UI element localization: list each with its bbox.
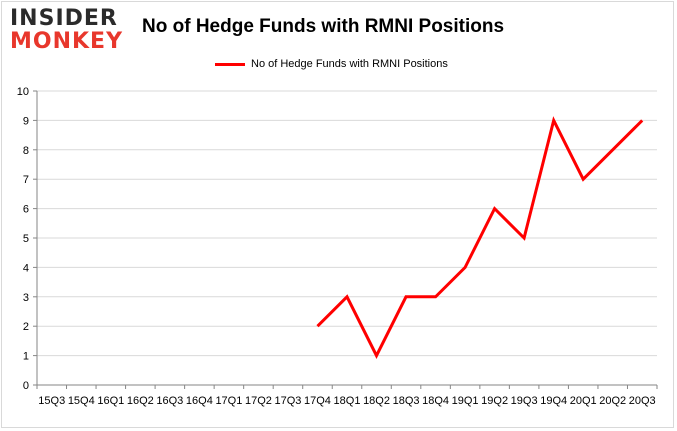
y-tick-label-1: 1 (23, 351, 29, 363)
x-tick-label-18Q4: 18Q4 (422, 395, 449, 407)
x-tick-label-17Q2: 17Q2 (245, 395, 272, 407)
chart-legend: No of Hedge Funds with RMNI Positions (215, 57, 448, 71)
x-tick-label-20Q1: 20Q1 (570, 395, 597, 407)
y-tick-label-7: 7 (23, 174, 29, 186)
x-tick-label-17Q4: 17Q4 (304, 395, 331, 407)
y-tick-label-5: 5 (23, 233, 29, 245)
x-tick-label-15Q4: 15Q4 (68, 395, 95, 407)
x-tick-label-17Q3: 17Q3 (274, 395, 301, 407)
x-tick-label-20Q3: 20Q3 (629, 395, 656, 407)
x-tick-label-15Q3: 15Q3 (38, 395, 65, 407)
legend-swatch (215, 62, 245, 66)
x-tick-label-17Q1: 17Q1 (215, 395, 242, 407)
series-line-0 (316, 116, 644, 359)
x-tick-label-18Q1: 18Q1 (334, 395, 361, 407)
x-tick-label-18Q2: 18Q2 (363, 395, 390, 407)
x-tick-label-16Q2: 16Q2 (127, 395, 154, 407)
legend-label: No of Hedge Funds with RMNI Positions (251, 58, 448, 70)
x-tick-label-16Q4: 16Q4 (186, 395, 213, 407)
logo-line-2: MONKEY (10, 29, 124, 54)
y-tick-label-4: 4 (23, 262, 29, 274)
x-tick-label-16Q3: 16Q3 (156, 395, 183, 407)
y-tick-label-3: 3 (23, 292, 29, 304)
x-tick-label-19Q1: 19Q1 (452, 395, 479, 407)
x-tick-label-19Q4: 19Q4 (540, 395, 567, 407)
chart-title: No of Hedge Funds with RMNI Positions (142, 16, 505, 37)
y-tick-label-0: 0 (23, 380, 29, 392)
insider-monkey-logo: INSIDER MONKEY (10, 8, 128, 54)
y-tick-label-6: 6 (23, 204, 29, 216)
x-tick-label-19Q2: 19Q2 (481, 395, 508, 407)
y-tick-label-2: 2 (23, 321, 29, 333)
y-tick-label-10: 10 (17, 86, 29, 98)
x-tick-label-16Q1: 16Q1 (97, 395, 124, 407)
x-tick-label-18Q3: 18Q3 (393, 395, 420, 407)
logo-line-1: INSIDER (10, 6, 118, 31)
x-tick-label-19Q3: 19Q3 (511, 395, 538, 407)
y-tick-label-8: 8 (23, 145, 29, 157)
y-tick-label-9: 9 (23, 115, 29, 127)
x-tick-label-20Q2: 20Q2 (599, 395, 626, 407)
